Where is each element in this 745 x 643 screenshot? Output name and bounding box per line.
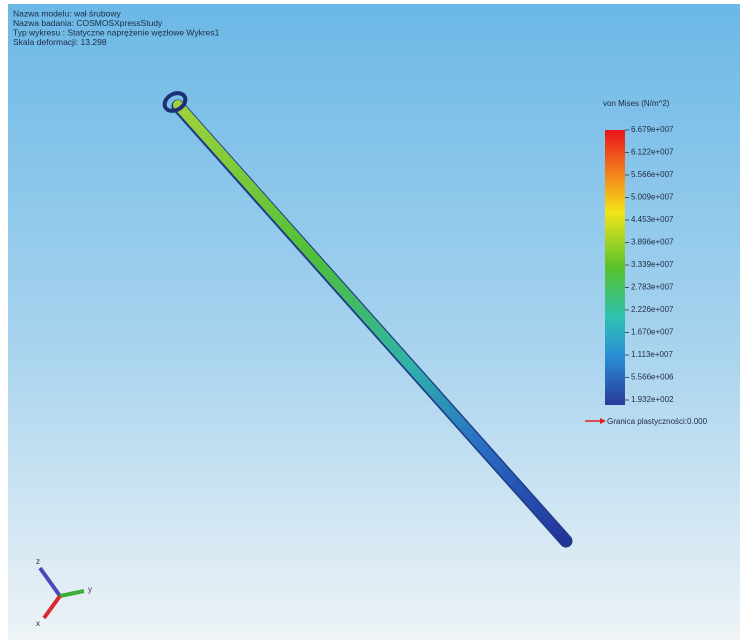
scene: Granica plastyczności:0.000 von Mises (N… xyxy=(0,0,745,643)
legend-label: 3.896e+007 xyxy=(631,238,674,247)
legend-label: 2.783e+007 xyxy=(631,283,674,292)
legend-label: 1.670e+007 xyxy=(631,328,674,337)
legend-label: 6.122e+007 xyxy=(631,148,674,157)
header-line: Typ wykresu : Statyczne naprężenie węzło… xyxy=(13,27,220,37)
legend-label: 5.566e+007 xyxy=(631,170,674,179)
viewport: Granica plastyczności:0.000 von Mises (N… xyxy=(0,0,745,643)
header-line: Skala deformacji: 13.298 xyxy=(13,37,107,47)
triad-z-label: z xyxy=(36,557,40,566)
legend-title: von Mises (N/m^2) xyxy=(603,99,670,108)
legend-label: 4.453e+007 xyxy=(631,215,674,224)
legend-label: 6.679e+007 xyxy=(631,125,674,134)
color-bar xyxy=(605,130,625,405)
legend-label: 3.339e+007 xyxy=(631,260,674,269)
legend-label: 2.226e+007 xyxy=(631,305,674,314)
legend-label: 5.566e+006 xyxy=(631,373,674,382)
legend-label: 5.009e+007 xyxy=(631,193,674,202)
yield-label: Granica plastyczności:0.000 xyxy=(607,417,708,426)
legend-label: 1.113e+007 xyxy=(631,350,673,359)
legend-label: 1.932e+002 xyxy=(631,395,674,404)
triad-y-label: y xyxy=(88,585,92,594)
header-line: Nazwa modelu: wał śrubowy xyxy=(13,8,121,18)
triad-x-label: x xyxy=(36,619,40,628)
header-line: Nazwa badania: COSMOSXpressStudy xyxy=(13,18,163,28)
